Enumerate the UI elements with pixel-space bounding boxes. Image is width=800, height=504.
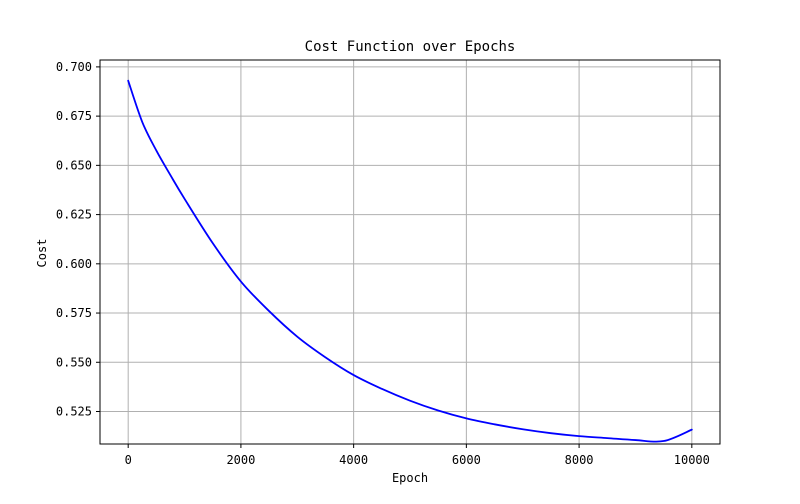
y-tick-label: 0.525: [56, 405, 92, 419]
y-axis-label: Cost: [35, 239, 49, 268]
x-tick-label: 4000: [339, 453, 368, 467]
x-tick-label: 8000: [565, 453, 594, 467]
y-tick-label: 0.625: [56, 208, 92, 222]
plot-frame: [99, 59, 721, 445]
y-tick-label: 0.700: [56, 60, 92, 74]
x-tick-label: 0: [125, 453, 132, 467]
grid-layer: [100, 60, 720, 444]
x-tick-label: 10000: [674, 453, 710, 467]
y-tick-label: 0.550: [56, 355, 92, 369]
cost-series-line: [127, 79, 693, 443]
x-axis-label: Epoch: [392, 471, 428, 485]
series-layer: [127, 79, 693, 443]
y-tick-label: 0.600: [56, 257, 92, 271]
x-tick-label: 6000: [452, 453, 481, 467]
y-tick-label: 0.675: [56, 109, 92, 123]
tick-layer: 0 2000 4000 6000 8000 10000 0.525 0.550 0.575 0.6…: [56, 60, 710, 467]
chart-title: Cost Function over Epochs: [305, 39, 516, 55]
x-tick-label: 2000: [226, 453, 255, 467]
y-tick-label: 0.575: [56, 306, 92, 320]
y-tick-label: 0.650: [56, 158, 92, 172]
